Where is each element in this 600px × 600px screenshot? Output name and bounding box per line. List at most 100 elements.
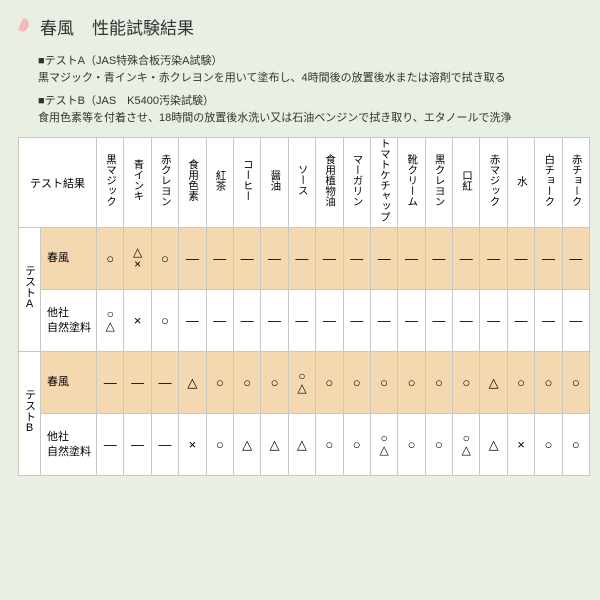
col-header-label: 白チョーク <box>543 154 555 207</box>
result-cell: ○△ <box>370 414 397 476</box>
result-cell: — <box>453 290 480 352</box>
col-header: 赤マジック <box>480 138 507 228</box>
col-header: 赤チョーク <box>562 138 589 228</box>
result-cell: ○ <box>206 352 233 414</box>
test-b-body: 食用色素等を付着させ、18時間の放置後水洗い又は石油ベンジンで拭き取り、エタノー… <box>38 110 572 127</box>
product-cell: 他社自然塗料 <box>41 414 97 476</box>
col-header-label: 醤油 <box>269 170 281 191</box>
col-header-label: コーヒー <box>241 159 253 201</box>
test-b-head: ■テストB（JAS K5400汚染試験） <box>38 93 572 110</box>
table-row: テストA春風○△×○——————————————— <box>19 228 590 290</box>
col-header: 白チョーク <box>535 138 562 228</box>
result-cell: ○ <box>261 352 288 414</box>
result-cell: ○ <box>507 352 534 414</box>
result-label-cell: テスト結果 <box>19 138 97 228</box>
col-header-label: 食用植物油 <box>324 154 336 207</box>
result-cell: — <box>151 414 178 476</box>
result-cell: — <box>398 290 425 352</box>
result-cell: ○ <box>316 352 343 414</box>
result-cell: — <box>425 290 452 352</box>
result-cell: ○△ <box>97 290 124 352</box>
col-header-label: 赤クレヨン <box>159 154 171 207</box>
result-cell: △ <box>233 414 260 476</box>
result-cell: — <box>507 228 534 290</box>
result-cell: ○ <box>535 414 562 476</box>
col-header-label: 赤マジック <box>488 154 500 207</box>
col-header: 食用色素 <box>179 138 206 228</box>
result-cell: ○ <box>343 414 370 476</box>
results-table-wrap: テスト結果 黒マジック 青インキ 赤クレヨン食用色素紅茶 コーヒー 醤油ソース食用植物油… <box>10 137 590 484</box>
col-header: ソース <box>288 138 315 228</box>
result-cell: — <box>535 290 562 352</box>
result-cell: — <box>261 290 288 352</box>
result-cell: △ <box>288 414 315 476</box>
result-cell: △ <box>480 414 507 476</box>
result-cell: △ <box>261 414 288 476</box>
result-cell: × <box>507 414 534 476</box>
product-cell: 春風 <box>41 228 97 290</box>
result-cell: — <box>261 228 288 290</box>
col-header: 醤油 <box>261 138 288 228</box>
result-cell: — <box>288 228 315 290</box>
result-cell: — <box>206 290 233 352</box>
result-cell: △ <box>179 352 206 414</box>
table-row: テストB春風———△○○○○△○○○○○○△○○○ <box>19 352 590 414</box>
title-row: 春風 性能試験結果 <box>10 14 590 39</box>
result-cell: — <box>343 228 370 290</box>
result-cell: — <box>97 352 124 414</box>
result-cell: ○△ <box>288 352 315 414</box>
col-header: トマトケチャップ <box>370 138 397 228</box>
col-header: 水 <box>507 138 534 228</box>
result-cell: — <box>343 290 370 352</box>
col-header-label: 青インキ <box>132 159 144 201</box>
stacked-symbols: ○△ <box>97 309 123 332</box>
table-row: 他社自然塗料———×○△△△○○○△○○○△△×○○ <box>19 414 590 476</box>
col-header: 口紅 <box>453 138 480 228</box>
col-header: マーガリン <box>343 138 370 228</box>
col-header: 紅茶 <box>206 138 233 228</box>
col-header: 黒マジック <box>97 138 124 228</box>
stacked-symbols: ○△ <box>371 433 397 456</box>
result-cell: — <box>507 290 534 352</box>
test-group-cell: テストA <box>19 228 41 352</box>
test-group-label: テストB <box>22 389 38 434</box>
result-cell: ○ <box>206 414 233 476</box>
col-header: コーヒー <box>233 138 260 228</box>
result-cell: ○△ <box>453 414 480 476</box>
result-cell: — <box>535 228 562 290</box>
product-name: 春風 <box>40 14 74 39</box>
result-cell: — <box>288 290 315 352</box>
table-body: テストA春風○△×○———————————————他社自然塗料○△×○—————… <box>19 228 590 476</box>
test-a-head: ■テストA（JAS特殊合板汚染A試験） <box>38 53 572 70</box>
result-cell: ○ <box>453 352 480 414</box>
result-cell: — <box>480 290 507 352</box>
result-cell: △× <box>124 228 151 290</box>
page-root: 春風 性能試験結果 ■テストA（JAS特殊合板汚染A試験） 黒マジック・青インキ… <box>0 0 600 600</box>
result-cell: ○ <box>398 414 425 476</box>
result-cell: × <box>179 414 206 476</box>
result-cell: ○ <box>398 352 425 414</box>
col-header-label: マーガリン <box>351 154 363 207</box>
result-cell: — <box>151 352 178 414</box>
result-cell: — <box>233 228 260 290</box>
result-cell: ○ <box>233 352 260 414</box>
result-cell: — <box>97 414 124 476</box>
result-cell: — <box>179 290 206 352</box>
result-cell: ○ <box>370 352 397 414</box>
stacked-symbols: ○△ <box>289 371 315 394</box>
test-group-label: テストA <box>22 265 38 310</box>
col-header-label: 紅茶 <box>214 170 226 191</box>
col-header-label: 靴クリーム <box>406 154 418 207</box>
result-cell: — <box>233 290 260 352</box>
product-cell: 他社自然塗料 <box>41 290 97 352</box>
col-header: 食用植物油 <box>316 138 343 228</box>
product-cell: 春風 <box>41 352 97 414</box>
result-cell: — <box>316 290 343 352</box>
result-cell: — <box>124 414 151 476</box>
stacked-symbols: ○△ <box>453 433 479 456</box>
col-header-label: 赤チョーク <box>570 154 582 207</box>
result-cell: × <box>124 290 151 352</box>
col-header-label: 水 <box>515 176 527 187</box>
result-cell: — <box>206 228 233 290</box>
col-header-label: 黒マジック <box>104 154 116 207</box>
